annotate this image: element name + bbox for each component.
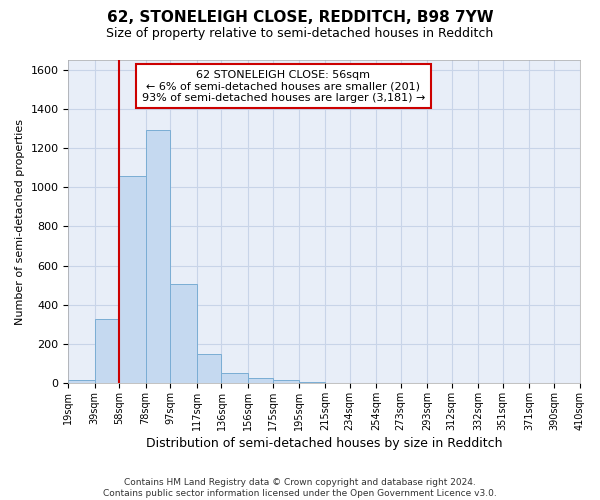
Text: 62 STONELEIGH CLOSE: 56sqm
← 6% of semi-detached houses are smaller (201)
93% of: 62 STONELEIGH CLOSE: 56sqm ← 6% of semi-…	[142, 70, 425, 103]
Text: 62, STONELEIGH CLOSE, REDDITCH, B98 7YW: 62, STONELEIGH CLOSE, REDDITCH, B98 7YW	[107, 10, 493, 25]
Bar	[68, 380, 95, 383]
Bar	[248, 378, 272, 383]
Text: Contains HM Land Registry data © Crown copyright and database right 2024.
Contai: Contains HM Land Registry data © Crown c…	[103, 478, 497, 498]
Bar	[119, 176, 146, 383]
Bar	[170, 284, 197, 383]
Bar	[197, 354, 221, 383]
Bar	[299, 382, 325, 383]
Bar	[146, 130, 170, 383]
X-axis label: Distribution of semi-detached houses by size in Redditch: Distribution of semi-detached houses by …	[146, 437, 502, 450]
Bar	[221, 374, 248, 383]
Bar	[272, 380, 299, 383]
Bar	[95, 320, 119, 383]
Text: Size of property relative to semi-detached houses in Redditch: Size of property relative to semi-detach…	[106, 28, 494, 40]
Y-axis label: Number of semi-detached properties: Number of semi-detached properties	[15, 118, 25, 324]
